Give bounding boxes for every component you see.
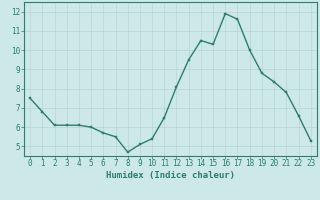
X-axis label: Humidex (Indice chaleur): Humidex (Indice chaleur) bbox=[106, 171, 235, 180]
